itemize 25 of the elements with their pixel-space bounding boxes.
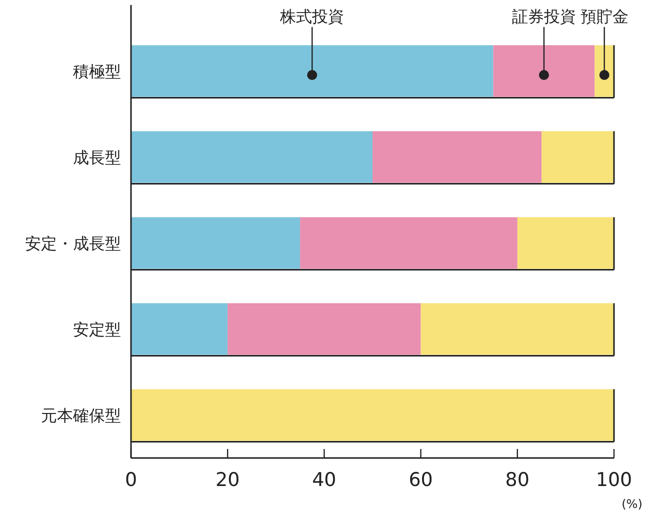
series-label: 株式投資 — [279, 7, 344, 26]
bar — [493, 45, 595, 97]
bar — [131, 131, 372, 183]
x-tick-label: 0 — [124, 469, 138, 491]
y-tick-label: 安定・成長型 — [25, 234, 121, 253]
bar — [131, 45, 494, 97]
y-tick-label: 積極型 — [73, 62, 121, 81]
y-tick-label: 元本確保型 — [41, 406, 121, 425]
bar — [228, 303, 421, 355]
x-tick-label: 40 — [312, 469, 336, 491]
y-tick-label: 安定型 — [73, 320, 121, 339]
bar — [372, 131, 542, 183]
x-tick-label: 60 — [408, 469, 433, 491]
series-label: 証券投資 — [512, 7, 576, 26]
x-tick-label: 100 — [596, 469, 632, 491]
bar — [420, 303, 614, 355]
x-tick-label: 80 — [505, 469, 530, 491]
y-tick-label: 成長型 — [73, 148, 121, 167]
bar — [131, 303, 228, 355]
x-axis-title: (%) — [622, 497, 642, 511]
bar — [131, 389, 614, 441]
x-tick-label: 20 — [216, 469, 240, 491]
bar — [300, 217, 518, 269]
series-label: 預貯金 — [580, 7, 628, 26]
bar — [131, 217, 300, 269]
